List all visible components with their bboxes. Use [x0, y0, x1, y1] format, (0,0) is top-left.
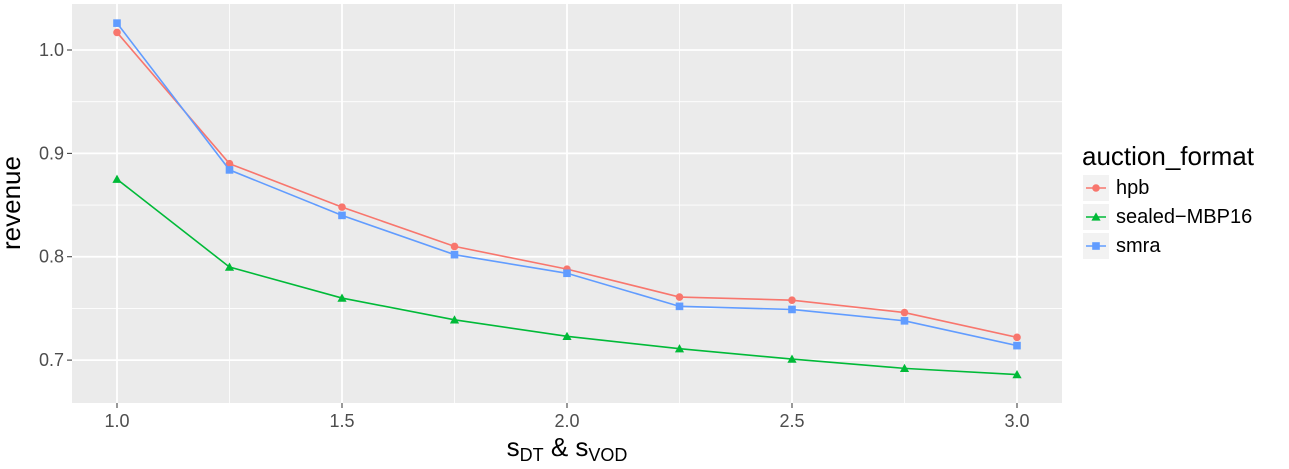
- x-axis-title: sDT & sVOD: [507, 432, 628, 465]
- data-point-sealed-mbp16: [1012, 369, 1022, 379]
- data-point-sealed-mbp16: [562, 331, 572, 341]
- y-tick-label: 0.8: [39, 247, 64, 267]
- data-point-smra: [338, 211, 346, 220]
- data-point-sealed-mbp16: [224, 262, 235, 271]
- x-tick-label: 2.0: [554, 411, 579, 431]
- x-tick-label: 3.0: [1004, 411, 1029, 431]
- data-point-hpb: [450, 242, 459, 251]
- legend-title: auction_format: [1082, 141, 1255, 171]
- legend-label: hpb: [1116, 177, 1149, 199]
- series-sealed-mbp16: [112, 174, 1022, 379]
- data-point-smra: [225, 166, 234, 174]
- y-axis-title: revenue: [0, 156, 26, 250]
- data-point-hpb: [338, 203, 346, 211]
- data-point-smra: [563, 269, 571, 278]
- x-tick-label: 1.0: [104, 411, 129, 431]
- legend: auction_format hpb sealed−MBP16 smra: [1082, 141, 1255, 259]
- data-point-hpb: [113, 28, 121, 37]
- data-point-sealed-mbp16: [112, 174, 122, 183]
- data-point-hpb: [900, 308, 909, 317]
- data-point-sealed-mbp16: [899, 363, 910, 373]
- legend-key-marker: [1092, 242, 1100, 250]
- x-axis-title-sub-dt: DT: [520, 445, 544, 465]
- data-point-smra: [1013, 341, 1021, 350]
- data-point-sealed-mbp16: [337, 293, 347, 302]
- legend-keys: [1083, 175, 1109, 259]
- data-point-smra: [675, 302, 684, 311]
- data-point-sealed-mbp16: [449, 315, 460, 324]
- legend-key-smra: [1083, 233, 1109, 259]
- data-point-hpb: [788, 296, 796, 304]
- legend-key-hpb: [1083, 175, 1109, 201]
- legend-key-sealed-mbp16: [1083, 204, 1109, 230]
- legend-label: sealed−MBP16: [1116, 206, 1252, 228]
- y-tick-label: 0.9: [39, 143, 64, 163]
- data-point-hpb: [1013, 333, 1021, 342]
- data-point-smra: [900, 317, 909, 325]
- x-axis-title-sub-vod: VOD: [588, 445, 627, 465]
- x-tick-labels: 1.0 1.5 2.0 2.5 3.0: [104, 411, 1029, 431]
- tick-marks: [67, 49, 1018, 408]
- x-axis-title-s1: s: [507, 432, 520, 462]
- x-axis-title-amp: &: [544, 432, 576, 462]
- legend-label: smra: [1116, 235, 1161, 257]
- x-tick-label: 2.5: [779, 411, 804, 431]
- legend-key-marker: [1092, 184, 1100, 192]
- y-tick-label: 0.7: [39, 350, 64, 370]
- x-axis-title-s2: s: [575, 432, 588, 462]
- y-tick-labels: 0.7 0.8 0.9 1.0: [39, 40, 64, 370]
- y-tick-label: 1.0: [39, 40, 64, 60]
- data-point-smra: [450, 250, 459, 259]
- series-layer: [112, 19, 1022, 379]
- data-point-smra: [788, 305, 796, 314]
- data-point-hpb: [225, 159, 234, 168]
- x-tick-label: 1.5: [329, 411, 354, 431]
- data-point-sealed-mbp16: [787, 354, 797, 363]
- legend-key-marker: [1091, 212, 1101, 221]
- data-point-sealed-mbp16: [674, 344, 685, 353]
- data-point-smra: [113, 19, 121, 27]
- series-hpb: [113, 28, 1021, 342]
- series-smra: [113, 19, 1021, 350]
- data-point-hpb: [675, 293, 684, 301]
